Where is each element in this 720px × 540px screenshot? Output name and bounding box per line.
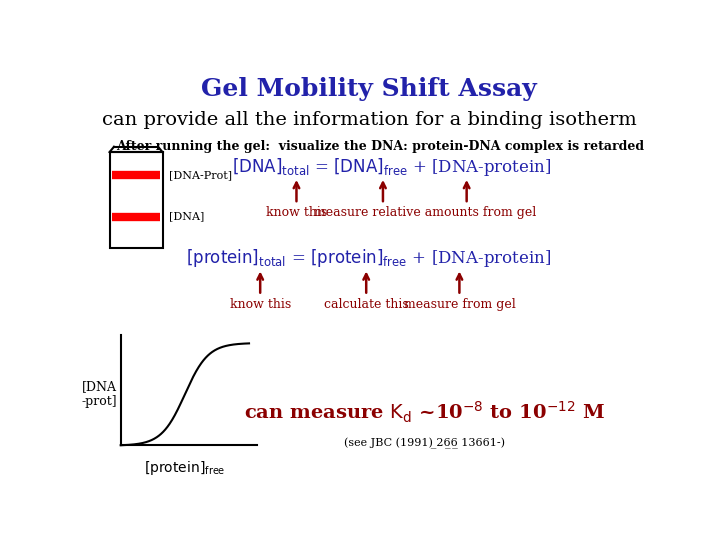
Text: measure relative amounts from gel: measure relative amounts from gel (314, 206, 536, 219)
Text: [DNA]: [DNA] (169, 212, 204, 221)
Text: calculate this: calculate this (324, 298, 408, 310)
Text: know this: know this (230, 298, 291, 310)
Text: measure from gel: measure from gel (403, 298, 516, 310)
Text: [DNA-Prot]: [DNA-Prot] (169, 170, 233, 180)
Text: (see JBC (1991) ̲26̲6̲ 13661-): (see JBC (1991) ̲26̲6̲ 13661-) (344, 437, 505, 449)
Text: Gel Mobility Shift Assay: Gel Mobility Shift Assay (201, 77, 537, 102)
Text: $[\mathrm{protein}]_{\mathrm{total}}$ = $[\mathrm{protein}]_{\mathrm{free}}$ + [: $[\mathrm{protein}]_{\mathrm{total}}$ = … (186, 247, 552, 269)
Text: After running the gel:  visualize the DNA: protein-DNA complex is retarded: After running the gel: visualize the DNA… (116, 140, 644, 153)
Text: know this: know this (266, 206, 327, 219)
Text: can provide all the information for a binding isotherm: can provide all the information for a bi… (102, 111, 636, 129)
Text: $[\mathrm{protein}]_{\mathrm{free}}$: $[\mathrm{protein}]_{\mathrm{free}}$ (144, 459, 225, 477)
Text: [DNA
-prot]: [DNA -prot] (81, 380, 117, 408)
Bar (109, 152, 163, 248)
Text: can measure $\mathrm{K_d}$ ~10$^{-8}$ to 10$^{-12}$ M: can measure $\mathrm{K_d}$ ~10$^{-8}$ to… (244, 400, 606, 424)
Text: $[\mathrm{DNA}]_{\mathrm{total}}$ = $[\mathrm{DNA}]_{\mathrm{free}}$ + [DNA-prot: $[\mathrm{DNA}]_{\mathrm{total}}$ = $[\m… (232, 156, 551, 178)
